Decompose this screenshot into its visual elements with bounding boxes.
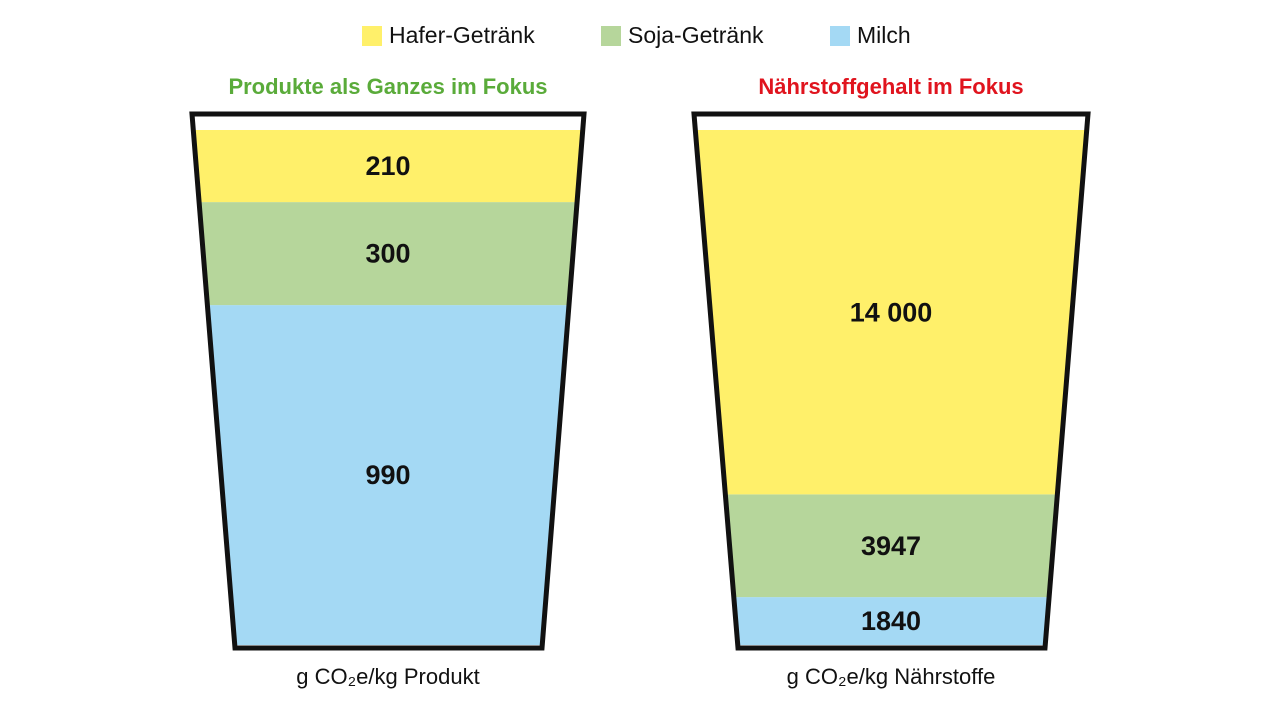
glass-fill [694, 130, 1088, 645]
value-label: 300 [365, 239, 410, 269]
value-label: 14 000 [850, 297, 933, 327]
value-label: 1840 [861, 606, 921, 636]
bar-segment [192, 130, 584, 203]
bar-segment [192, 305, 584, 645]
bar-segment [694, 494, 1088, 598]
bar-segment [192, 202, 584, 306]
legend-label: Milch [857, 22, 911, 48]
bar-segment [694, 130, 1088, 495]
glass-outline [691, 111, 1091, 651]
glass-fill [192, 130, 584, 645]
panel-title: Nährstoffgehalt im Fokus [758, 74, 1023, 99]
bar-segment [694, 597, 1088, 645]
legend-swatch [362, 26, 382, 46]
panel-title: Produkte als Ganzes im Fokus [228, 74, 547, 99]
value-label: 990 [365, 460, 410, 490]
legend-label: Soja-Getränk [628, 22, 764, 48]
value-label: 3947 [861, 531, 921, 561]
unit-label: g CO₂e/kg Nährstoffe [787, 664, 996, 689]
legend-label: Hafer-Getränk [389, 22, 535, 48]
legend-swatch [601, 26, 621, 46]
unit-label: g CO₂e/kg Produkt [296, 664, 479, 689]
legend-swatch [830, 26, 850, 46]
value-label: 210 [365, 151, 410, 181]
glass-outline [189, 111, 587, 651]
